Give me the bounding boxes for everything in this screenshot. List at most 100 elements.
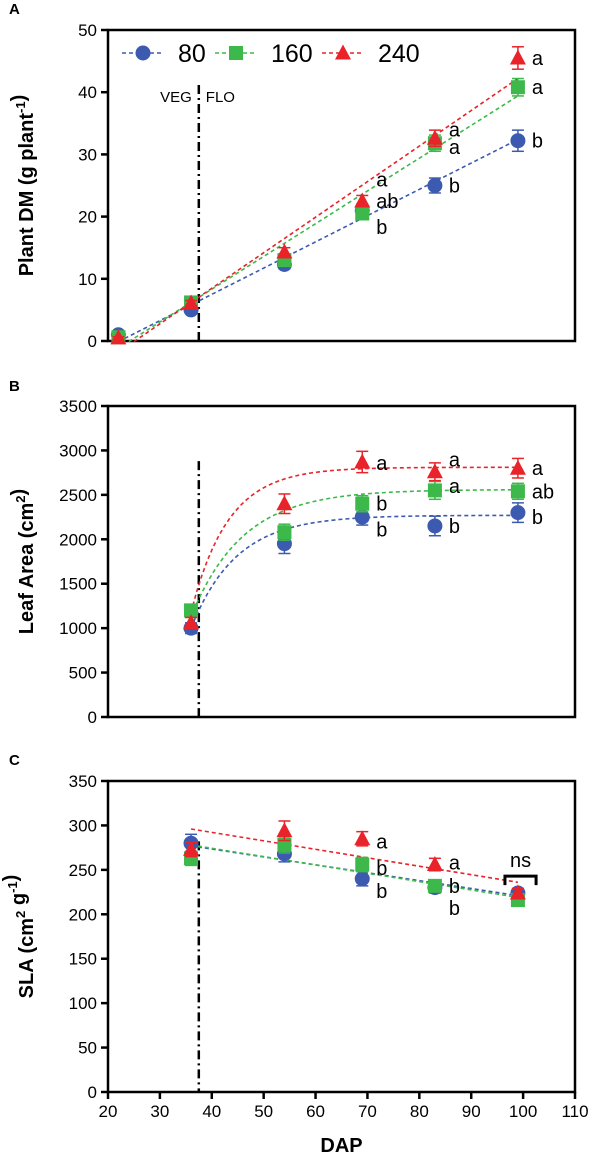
y-tick-label: 0 [88, 708, 97, 727]
series-80 [183, 833, 526, 901]
significance-label: ab [376, 191, 398, 213]
x-tick-label: 90 [462, 1102, 481, 1121]
x-axis-label: DAP [320, 1135, 362, 1157]
series-240 [183, 820, 526, 900]
significance-label: a [532, 48, 544, 70]
data-point [426, 129, 443, 145]
series-80 [183, 502, 526, 636]
x-tick-label: 40 [202, 1102, 221, 1121]
y-axis-label: Leaf Area (cm2) [8, 489, 38, 634]
data-point [510, 484, 525, 499]
significance-label: a [376, 453, 388, 475]
significance-label: b [376, 858, 387, 880]
ns-bracket [503, 874, 538, 886]
data-point [354, 453, 371, 469]
panel-letter: C [9, 752, 20, 769]
phase-label-flo: FLO [206, 89, 235, 106]
legend-label-240: 240 [378, 40, 420, 68]
significance-label: b [376, 494, 387, 516]
x-tick-label: 30 [150, 1102, 169, 1121]
plot-frame [106, 28, 577, 343]
significance-label: ab [532, 481, 554, 503]
data-point [355, 496, 370, 511]
data-point [354, 192, 371, 208]
x-tick-label: 70 [358, 1102, 377, 1121]
data-point [510, 133, 526, 149]
data-point [354, 509, 370, 525]
fit-line-240 [190, 828, 519, 884]
data-point [427, 878, 442, 893]
significance-label: a [532, 458, 544, 480]
significance-label: b [449, 516, 460, 538]
y-tick-label: 10 [78, 270, 97, 289]
data-point [110, 329, 127, 345]
significance-label: b [449, 898, 460, 920]
data-point [276, 822, 293, 838]
significance-label: b [449, 176, 460, 198]
y-tick-label: 1500 [59, 575, 97, 594]
y-tick-label: 2000 [59, 530, 97, 549]
fit-line-160 [190, 844, 519, 899]
significance-label: b [532, 131, 543, 153]
x-tick-label: 80 [410, 1102, 429, 1121]
data-point [426, 856, 443, 872]
y-tick-label: 0 [88, 1083, 97, 1102]
y-tick-label: 100 [69, 994, 97, 1013]
data-point [510, 80, 525, 95]
data-point [276, 243, 293, 259]
x-tick-label: 110 [561, 1102, 588, 1121]
y-tick-label: 0 [88, 332, 97, 351]
series-160 [111, 77, 525, 345]
data-point [354, 830, 371, 846]
x-tick-label: 100 [509, 1102, 537, 1121]
x-tick-label: 20 [99, 1102, 118, 1121]
fit-line-80 [190, 514, 518, 629]
legend-label-160: 160 [271, 40, 313, 68]
significance-label: a [376, 169, 388, 191]
significance-label: a [376, 831, 388, 853]
significance-label: a [449, 853, 461, 875]
panel-b: B 0 500 1000 1500 2000 2500 3000 3500 Leaf Area (… [8, 378, 577, 727]
panel-letter: A [9, 1, 20, 18]
series-240 [183, 450, 526, 630]
data-point [509, 884, 526, 900]
significance-label: a [449, 476, 461, 498]
x-tick-label: 60 [306, 1102, 325, 1121]
data-point [427, 483, 442, 498]
data-point [355, 857, 370, 872]
significance-label: b [376, 881, 387, 903]
legend-marker-160 [229, 46, 243, 60]
significance-label: a [449, 449, 461, 471]
series-160 [184, 480, 525, 618]
data-point [426, 463, 443, 479]
y-tick-label: 1000 [59, 619, 97, 638]
data-point [277, 837, 292, 852]
data-point [427, 178, 443, 193]
fit-line-240 [190, 466, 518, 613]
phase-label-veg: VEG [160, 89, 192, 106]
data-point [184, 603, 199, 618]
fit-line-80 [118, 138, 519, 343]
y-tick-label: 150 [69, 950, 97, 969]
data-point [510, 505, 526, 521]
series-80 [110, 129, 526, 343]
data-point [277, 525, 292, 540]
y-tick-label: 30 [78, 145, 97, 164]
legend-marker-240 [335, 44, 351, 60]
ns-label: ns [510, 850, 531, 872]
panel-c: C 0 50 100 150 200 250 300 350 20 30 40 50 60 70 80 90 10… [0, 752, 589, 1157]
y-tick-label: 300 [69, 816, 97, 835]
y-tick-label: 200 [69, 905, 97, 924]
y-tick-label: 250 [69, 861, 97, 880]
data-point [355, 206, 370, 221]
data-point [276, 495, 293, 511]
data-point [509, 49, 526, 65]
plot-frame [106, 404, 577, 719]
fit-line-160 [190, 488, 518, 617]
x-tick-label: 50 [254, 1102, 273, 1121]
data-point [427, 518, 443, 534]
data-point [183, 840, 200, 856]
fit-line-80 [190, 845, 519, 897]
